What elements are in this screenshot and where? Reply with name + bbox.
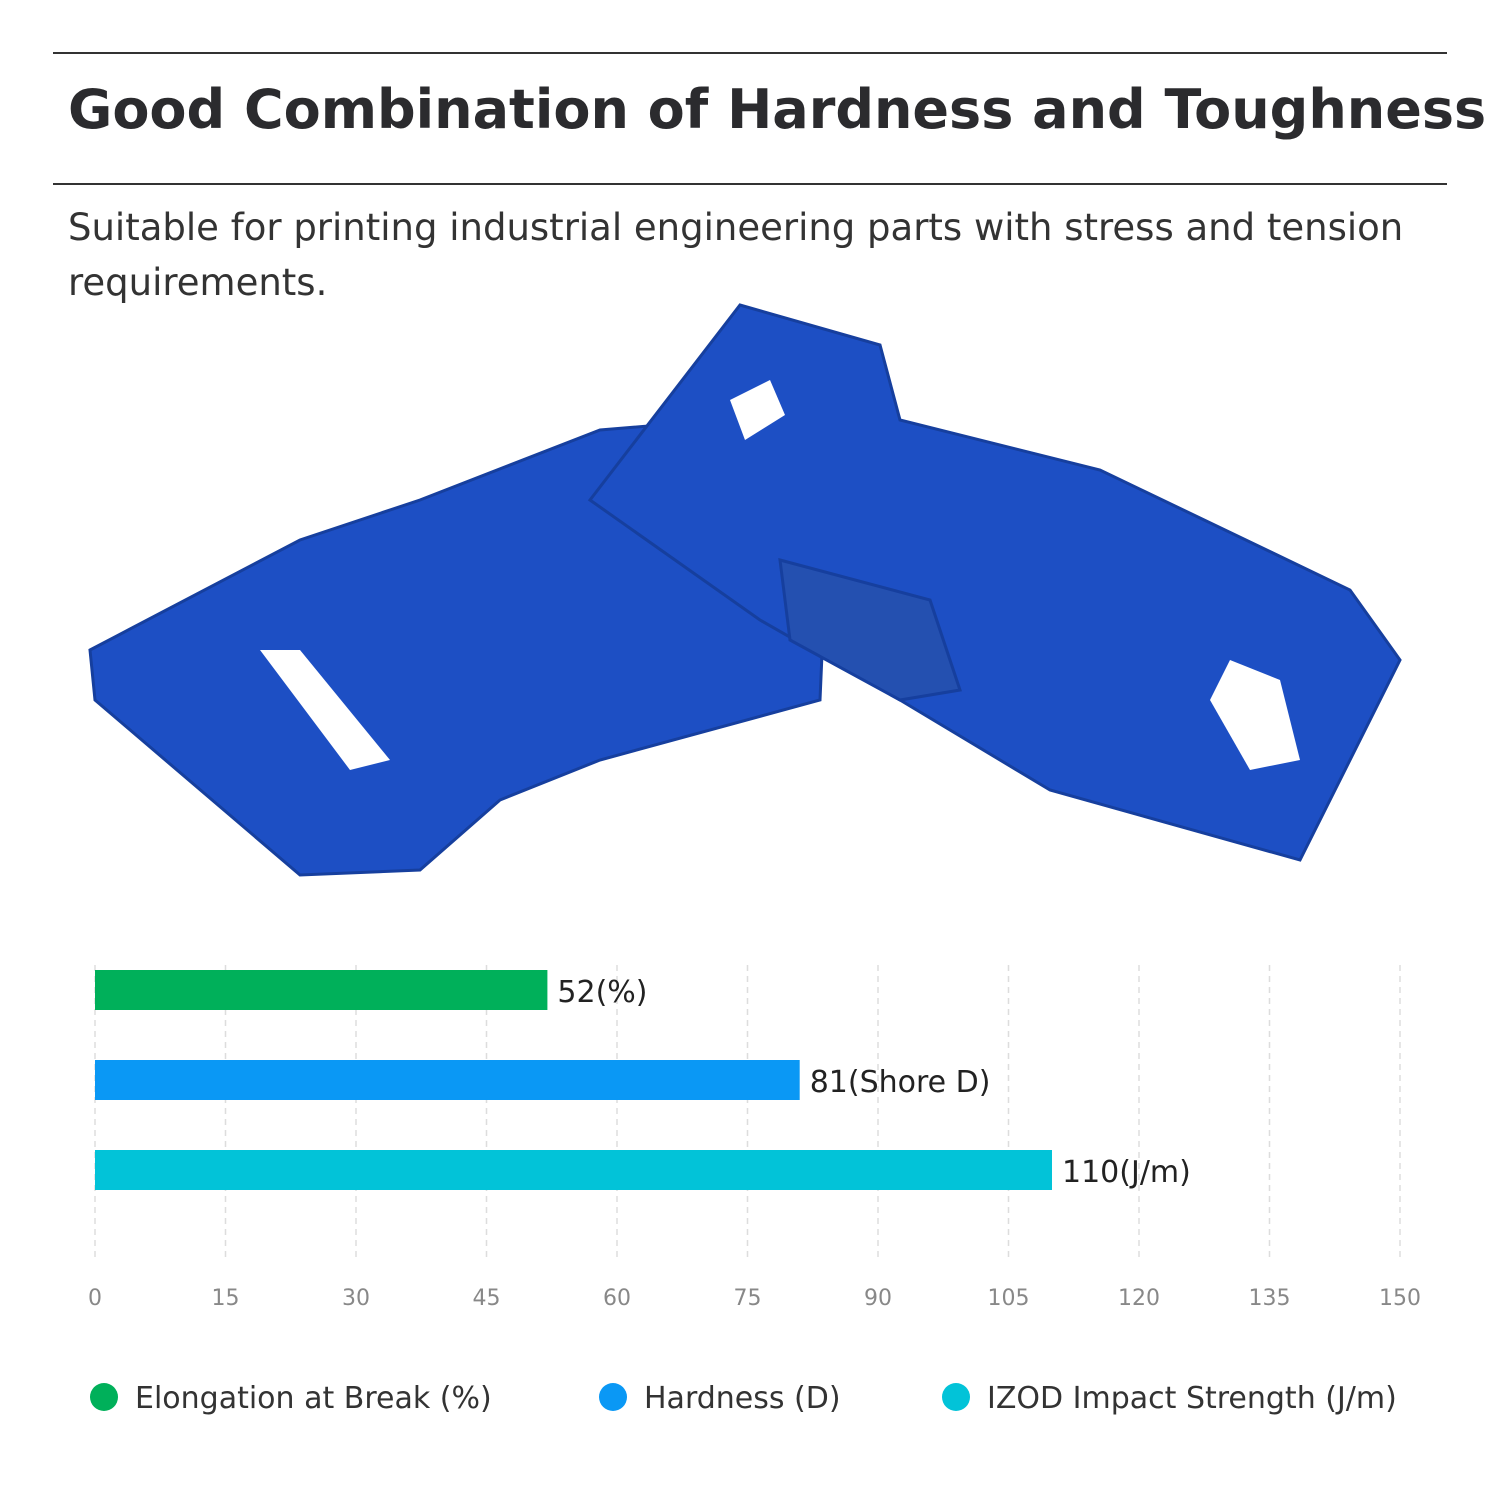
subtitle: Suitable for printing industrial enginee… bbox=[68, 206, 1404, 304]
legend-label: Hardness (D) bbox=[644, 1381, 841, 1416]
x-tick-label: 90 bbox=[864, 1286, 892, 1311]
x-tick-label: 0 bbox=[88, 1286, 102, 1311]
x-tick-label: 30 bbox=[342, 1286, 370, 1311]
title-rule bbox=[53, 183, 1447, 185]
legend-marker bbox=[599, 1383, 627, 1411]
legend-marker bbox=[942, 1383, 970, 1411]
legend-marker bbox=[90, 1383, 118, 1411]
value-label: 52(%) bbox=[557, 975, 647, 1010]
x-tick-label: 45 bbox=[473, 1286, 501, 1311]
x-tick-label: 135 bbox=[1249, 1286, 1291, 1311]
top-rule bbox=[53, 52, 1447, 54]
x-tick-label: 120 bbox=[1118, 1286, 1160, 1311]
buckle-photo bbox=[88, 303, 1402, 877]
bars: 52(%) 81(Shore D) 110(J/m) bbox=[95, 970, 1191, 1190]
x-tick-label: 75 bbox=[734, 1286, 762, 1311]
legend-label: IZOD Impact Strength (J/m) bbox=[987, 1381, 1397, 1416]
value-label: 81(Shore D) bbox=[810, 1065, 991, 1100]
grid: 0 15 30 45 60 75 90 105 120 135 150 bbox=[88, 965, 1421, 1311]
x-tick-label: 15 bbox=[212, 1286, 240, 1311]
bar bbox=[95, 970, 548, 1010]
bar bbox=[95, 1150, 1052, 1190]
x-tick-label: 60 bbox=[603, 1286, 631, 1311]
legend-label: Elongation at Break (%) bbox=[135, 1381, 492, 1416]
x-tick-label: 105 bbox=[988, 1286, 1030, 1311]
bar bbox=[95, 1060, 800, 1100]
title: Good Combination of Hardness and Toughne… bbox=[68, 78, 1487, 141]
x-tick-label: 150 bbox=[1379, 1286, 1421, 1311]
value-label: 110(J/m) bbox=[1062, 1155, 1191, 1190]
